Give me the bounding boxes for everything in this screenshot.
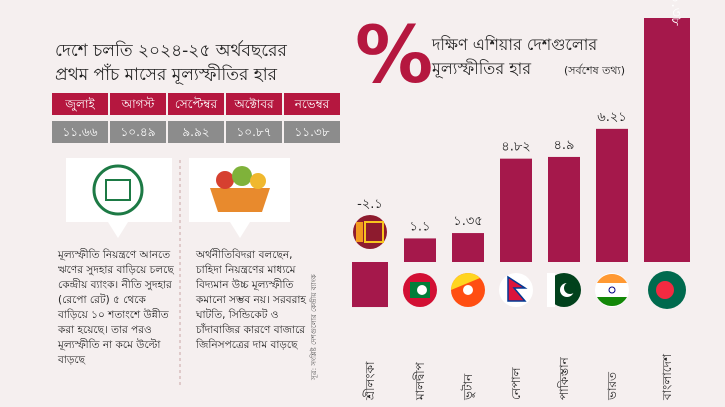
category-label: পাকিস্তান (557, 356, 571, 400)
chart-title: দক্ষিণ এশিয়ার দেশগুলোর (431, 35, 598, 54)
flag (597, 274, 627, 283)
note: মূল্যস্ফীতি নিয়ন্ত্রণে আনতে ঋণের সুদহার… (58, 249, 174, 366)
flag (417, 285, 427, 295)
bar (644, 18, 690, 262)
flag (451, 273, 480, 290)
category-label: ভুটান (461, 373, 476, 401)
flag (507, 275, 528, 302)
category-label: ভারত (605, 371, 619, 401)
source: সূত্র: সংশ্লিষ্ট দেশগুলোর কেন্দ্রীয় ব্য… (309, 274, 318, 381)
flag (356, 222, 363, 242)
value-cell: ১১.৬৬ (52, 121, 108, 143)
title: দেশে চলতি ২০২৪-২৫ অর্থবছরের (55, 41, 287, 61)
flag (608, 286, 616, 294)
value-cell: ১১.৩৮ (284, 121, 340, 143)
chart-subtitle: (সর্বশেষ তথ্য) (564, 64, 625, 77)
value-label: ৬.২১ (597, 110, 626, 125)
category-label: নেপাল (509, 366, 523, 400)
month-cell: সেপ্টেম্বর (168, 93, 224, 115)
bank-logo (92, 164, 144, 216)
value-cell: ১০.৮৭ (226, 121, 282, 143)
bar (404, 238, 436, 262)
basket-icon (210, 188, 270, 212)
veg-icon (232, 166, 252, 186)
flag (547, 273, 555, 307)
chart-title: মূল্যস্ফীতির হার (431, 59, 532, 79)
bar (452, 233, 484, 262)
flag (656, 281, 674, 299)
value-label: ১১.৩৮ (668, 0, 684, 26)
bar (500, 158, 532, 262)
value-cell: ১০.৪৯ (110, 121, 166, 143)
value-label: -২.১ (357, 197, 383, 212)
veg-icon (250, 173, 266, 189)
title: প্রথম পাঁচ মাসের মূল্যস্ফীতির হার (55, 65, 278, 85)
category-label: বাংলাদেশ (660, 353, 674, 401)
value-label: ৪.৯ (553, 138, 574, 153)
flag (597, 297, 627, 306)
flag (564, 282, 576, 294)
category-label: মালদ্বীপ (413, 361, 427, 401)
bank-logo (105, 179, 131, 201)
veg-icon (216, 171, 234, 189)
month-cell: নভেম্বর (284, 93, 340, 115)
percent-symbol: % (355, 11, 433, 101)
note: অর্থনীতিবিদরা বলছেন, চাহিদা নিয়ন্ত্রণের… (196, 249, 306, 351)
month-cell: জুলাই (52, 93, 108, 115)
value-label: ১.৩৫ (453, 214, 482, 229)
category-label: শ্রীলংকা (362, 361, 377, 401)
bar (352, 262, 388, 308)
bar (596, 128, 628, 262)
value-cell: ৯.৯২ (168, 121, 224, 143)
value-label: ৪.৮২ (501, 140, 530, 155)
flag (463, 285, 473, 295)
month-cell: অক্টোবর (226, 93, 282, 115)
flag (364, 221, 384, 243)
month-cell: আগস্ট (110, 93, 166, 115)
value-label: ১.১ (409, 219, 430, 234)
bar (548, 156, 580, 262)
